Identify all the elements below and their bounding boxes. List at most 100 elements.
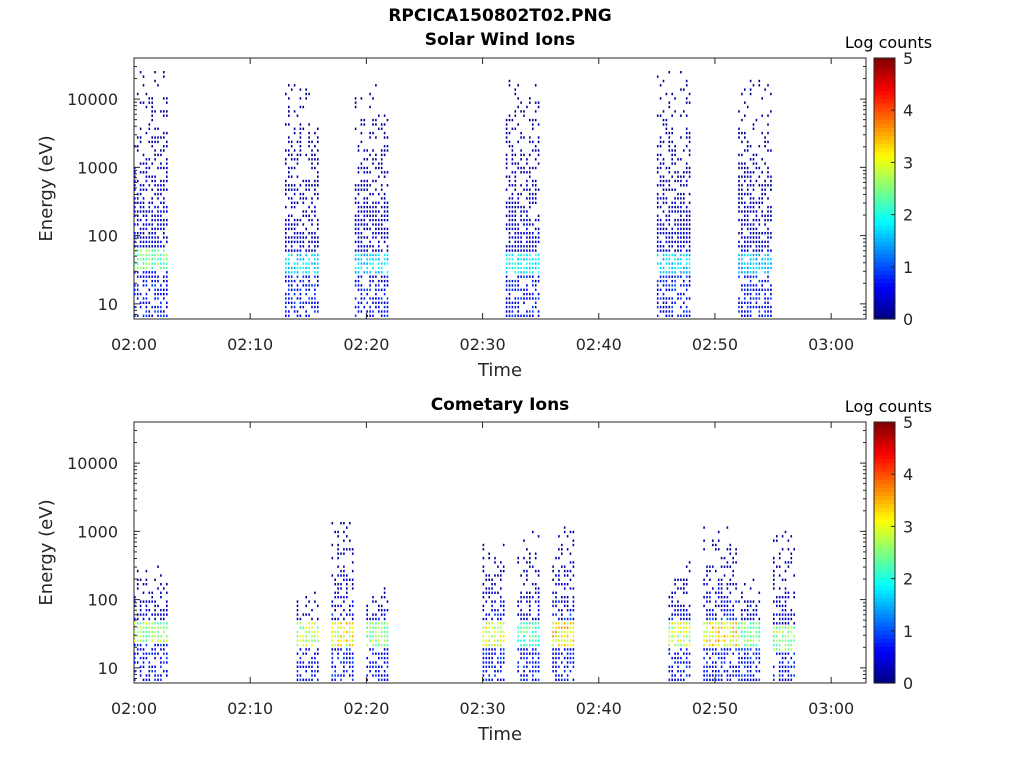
heatmap-cell: [688, 604, 691, 608]
heatmap-cell: [383, 656, 386, 660]
heatmap-cell: [787, 674, 790, 677]
heatmap-cell: [764, 314, 766, 317]
heatmap-cell: [534, 192, 537, 196]
heatmap-cell: [299, 145, 302, 148]
heatmap-cell: [758, 223, 761, 226]
heatmap-cell: [674, 674, 676, 677]
heatmap-cell: [136, 297, 139, 300]
heatmap-cell: [767, 245, 769, 248]
heatmap-cell: [305, 670, 307, 673]
heatmap-cell: [160, 617, 162, 621]
heatmap-cell: [671, 622, 673, 625]
heatmap-cell: [662, 110, 665, 113]
heatmap-cell: [136, 622, 139, 625]
heatmap-cell: [671, 279, 673, 283]
heatmap-cell: [357, 305, 360, 309]
heatmap-cell: [526, 652, 528, 655]
heatmap-cell: [746, 305, 749, 309]
heatmap-cell: [366, 249, 368, 252]
heatmap-cell: [357, 245, 360, 248]
heatmap-cell: [569, 609, 572, 612]
heatmap-cell: [383, 661, 386, 664]
heatmap-cell: [372, 205, 374, 209]
colorbar-segment: [874, 625, 895, 631]
heatmap-cell: [703, 583, 705, 586]
heatmap-cell: [337, 574, 339, 577]
heatmap-cell: [656, 232, 659, 235]
heatmap-cell: [680, 227, 682, 231]
heatmap-cell: [346, 535, 348, 538]
heatmap-cell: [709, 600, 711, 603]
heatmap-cell: [532, 630, 534, 634]
heatmap-cell: [529, 262, 531, 265]
heatmap-cell: [761, 158, 763, 161]
heatmap-cell: [154, 258, 156, 261]
heatmap-cell: [372, 613, 374, 616]
heatmap-cell: [767, 131, 769, 135]
heatmap-cell: [151, 245, 153, 248]
heatmap-cell: [758, 652, 761, 655]
heatmap-cell: [369, 258, 371, 261]
heatmap-cell: [685, 661, 688, 664]
heatmap-cell: [145, 613, 148, 616]
heatmap-cell: [383, 232, 386, 235]
heatmap-cell: [723, 609, 726, 612]
heatmap-cell: [314, 145, 316, 148]
heatmap-cell: [311, 201, 313, 204]
heatmap-cell: [784, 600, 787, 603]
heatmap-cell: [517, 635, 519, 638]
heatmap-cell: [732, 635, 734, 638]
heatmap-cell: [296, 643, 299, 647]
heatmap-cell: [749, 665, 752, 668]
heatmap-cell: [781, 652, 784, 655]
colorbar-segment: [874, 536, 895, 541]
heatmap-cell: [552, 569, 554, 573]
heatmap-cell: [488, 674, 490, 677]
heatmap-cell: [375, 214, 377, 217]
heatmap-cell: [703, 635, 705, 638]
heatmap-cell: [741, 301, 743, 304]
heatmap-cell: [529, 670, 531, 673]
heatmap-cell: [529, 236, 531, 239]
heatmap-cell: [351, 548, 354, 551]
heatmap-cell: [314, 275, 316, 278]
heatmap-cell: [706, 626, 708, 629]
x-tick-label: 02:30: [460, 699, 506, 718]
heatmap-cell: [738, 253, 740, 257]
heatmap-cell: [656, 253, 659, 257]
heatmap-cell: [773, 587, 775, 590]
heatmap-cell: [662, 271, 665, 274]
heatmap-cell: [160, 192, 162, 196]
heatmap-cell: [285, 236, 287, 239]
x-tick-label: 03:00: [808, 335, 854, 354]
heatmap-cell: [735, 548, 737, 551]
heatmap-cell: [685, 648, 688, 651]
heatmap-cell: [520, 643, 522, 647]
heatmap-cell: [386, 201, 389, 204]
heatmap-cell: [383, 652, 386, 655]
heatmap-cell: [383, 171, 386, 174]
heatmap-cell: [755, 609, 758, 612]
heatmap-cell: [685, 314, 688, 317]
heatmap-cell: [741, 118, 743, 122]
heatmap-cell: [386, 258, 389, 261]
heatmap-cell: [363, 218, 366, 222]
heatmap-cell: [363, 227, 366, 231]
heatmap-cell: [746, 670, 749, 673]
heatmap-cell: [741, 218, 743, 222]
heatmap-cell: [372, 297, 374, 300]
heatmap-cell: [491, 583, 493, 586]
heatmap-cell: [680, 643, 682, 647]
heatmap-cell: [311, 665, 313, 668]
heatmap-cell: [712, 626, 714, 629]
heatmap-cell: [296, 639, 299, 642]
heatmap-cell: [529, 626, 531, 629]
heatmap-cell: [552, 604, 554, 608]
colorbar-segment: [874, 613, 895, 619]
heatmap-cell: [534, 617, 537, 621]
heatmap-cell: [151, 97, 153, 100]
heatmap-cell: [160, 153, 162, 157]
heatmap-cell: [139, 232, 142, 235]
heatmap-cell: [357, 310, 360, 313]
heatmap-cell: [680, 262, 682, 265]
